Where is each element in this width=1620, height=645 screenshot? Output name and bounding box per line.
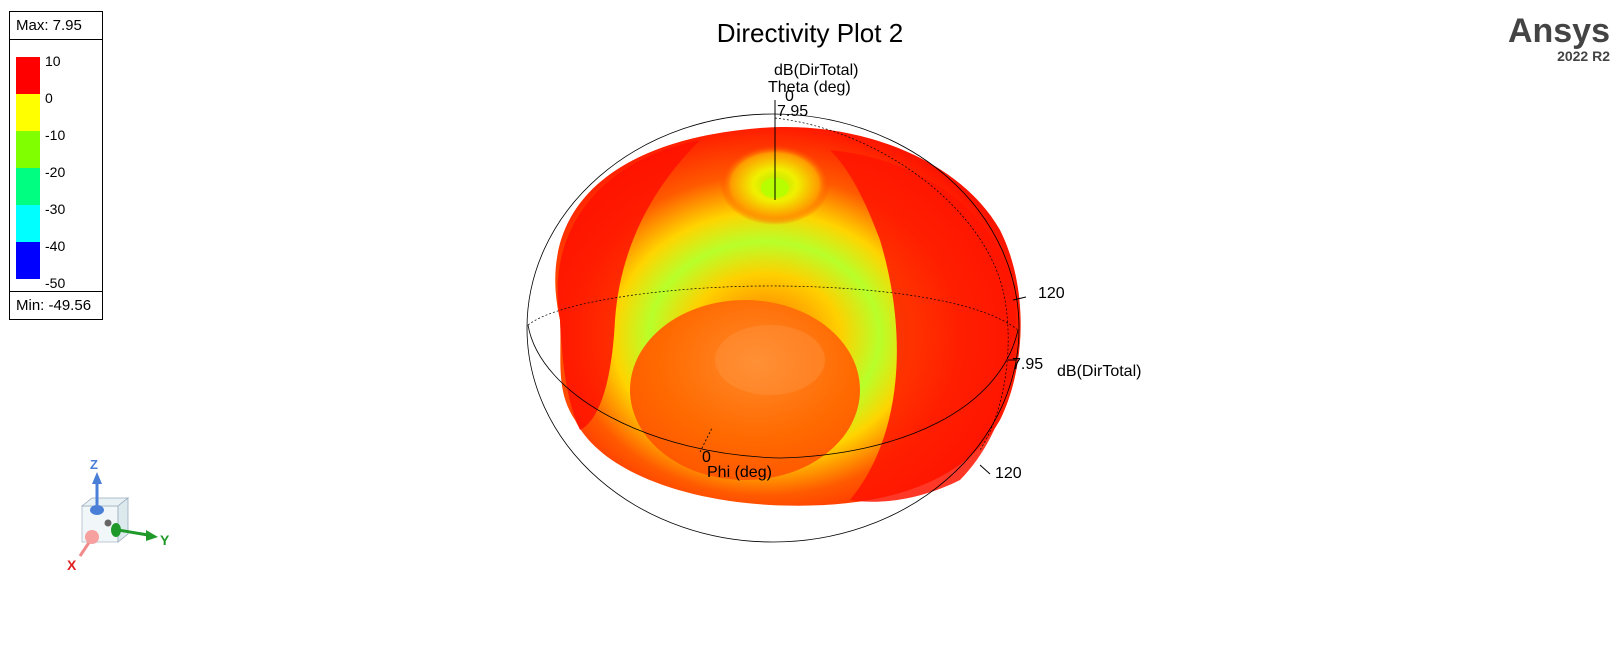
triad-origin xyxy=(104,519,112,527)
ring-tick xyxy=(1012,296,1027,301)
legend-tick: -20 xyxy=(45,164,66,180)
ring-120-upper-label: 120 xyxy=(1038,285,1065,302)
ring-quantity-label: dB(DirTotal) xyxy=(1057,363,1142,380)
brand-version: 2022 R2 xyxy=(1557,48,1610,64)
theta-value-label: 7.95 xyxy=(777,103,809,120)
theta-quantity-label: dB(DirTotal) xyxy=(774,62,859,79)
pattern-surface-shade xyxy=(830,150,1017,502)
legend-tick: 0 xyxy=(45,90,53,106)
legend-swatch-blue xyxy=(16,242,40,279)
axis-triad[interactable] xyxy=(78,472,158,557)
legend-min-label: Min: -49.56 xyxy=(10,291,102,319)
legend-tick: -40 xyxy=(45,238,66,254)
phi-axis-label: Phi (deg) xyxy=(707,464,772,481)
legend-max-label: Max: 7.95 xyxy=(10,12,102,40)
legend-swatch-lime xyxy=(16,131,40,168)
legend-swatch-green xyxy=(16,168,40,205)
legend-tick: -50 xyxy=(45,275,66,291)
brand-name: Ansys xyxy=(1507,12,1610,50)
pattern-front-lobe-highlight xyxy=(715,325,825,395)
pattern-front-lobe xyxy=(630,300,860,480)
legend-tick: -30 xyxy=(45,201,66,217)
pattern-surface-shade xyxy=(557,140,700,430)
horizontal-ring-front xyxy=(527,324,1019,459)
y-axis-arrowhead xyxy=(146,530,158,541)
y-axis-cap xyxy=(111,523,121,537)
legend-tick: -10 xyxy=(45,127,66,143)
ring-value-label: 7.95 xyxy=(1012,356,1044,373)
theta-axis-label: Theta (deg) xyxy=(768,79,851,96)
color-legend: Max: 7.95 10 0 -10 -20 -30 -40 -50 Min: … xyxy=(9,11,103,320)
ansys-logo: Ansys 2022 R2 xyxy=(1508,14,1610,64)
x-axis-cap xyxy=(85,530,99,544)
plot-title: Directivity Plot 2 xyxy=(716,18,904,48)
phi-axis-line xyxy=(699,427,713,453)
legend-swatch-yellow xyxy=(16,94,40,131)
triad-x-label: X xyxy=(67,557,77,573)
theta-ring xyxy=(526,113,1020,543)
ring-tick xyxy=(979,464,991,475)
legend-swatch-cyan xyxy=(16,205,40,242)
z-axis-arrowhead xyxy=(92,472,102,484)
theta-zero-label: 0 xyxy=(785,88,794,105)
vertical-ring xyxy=(774,117,1009,451)
y-axis-arrow xyxy=(117,528,149,537)
phi-zero-label: 0 xyxy=(702,449,711,466)
triad-z-label: Z xyxy=(90,457,98,472)
z-axis-cap xyxy=(90,505,104,515)
legend-swatches xyxy=(16,57,40,279)
ring-120-lower-label: 120 xyxy=(995,465,1022,482)
triad-y-label: Y xyxy=(160,532,170,548)
legend-swatch-red xyxy=(16,57,40,94)
triad-cube-side xyxy=(117,497,129,543)
horizontal-ring-back xyxy=(527,285,1019,331)
legend-tick: 10 xyxy=(45,53,61,69)
